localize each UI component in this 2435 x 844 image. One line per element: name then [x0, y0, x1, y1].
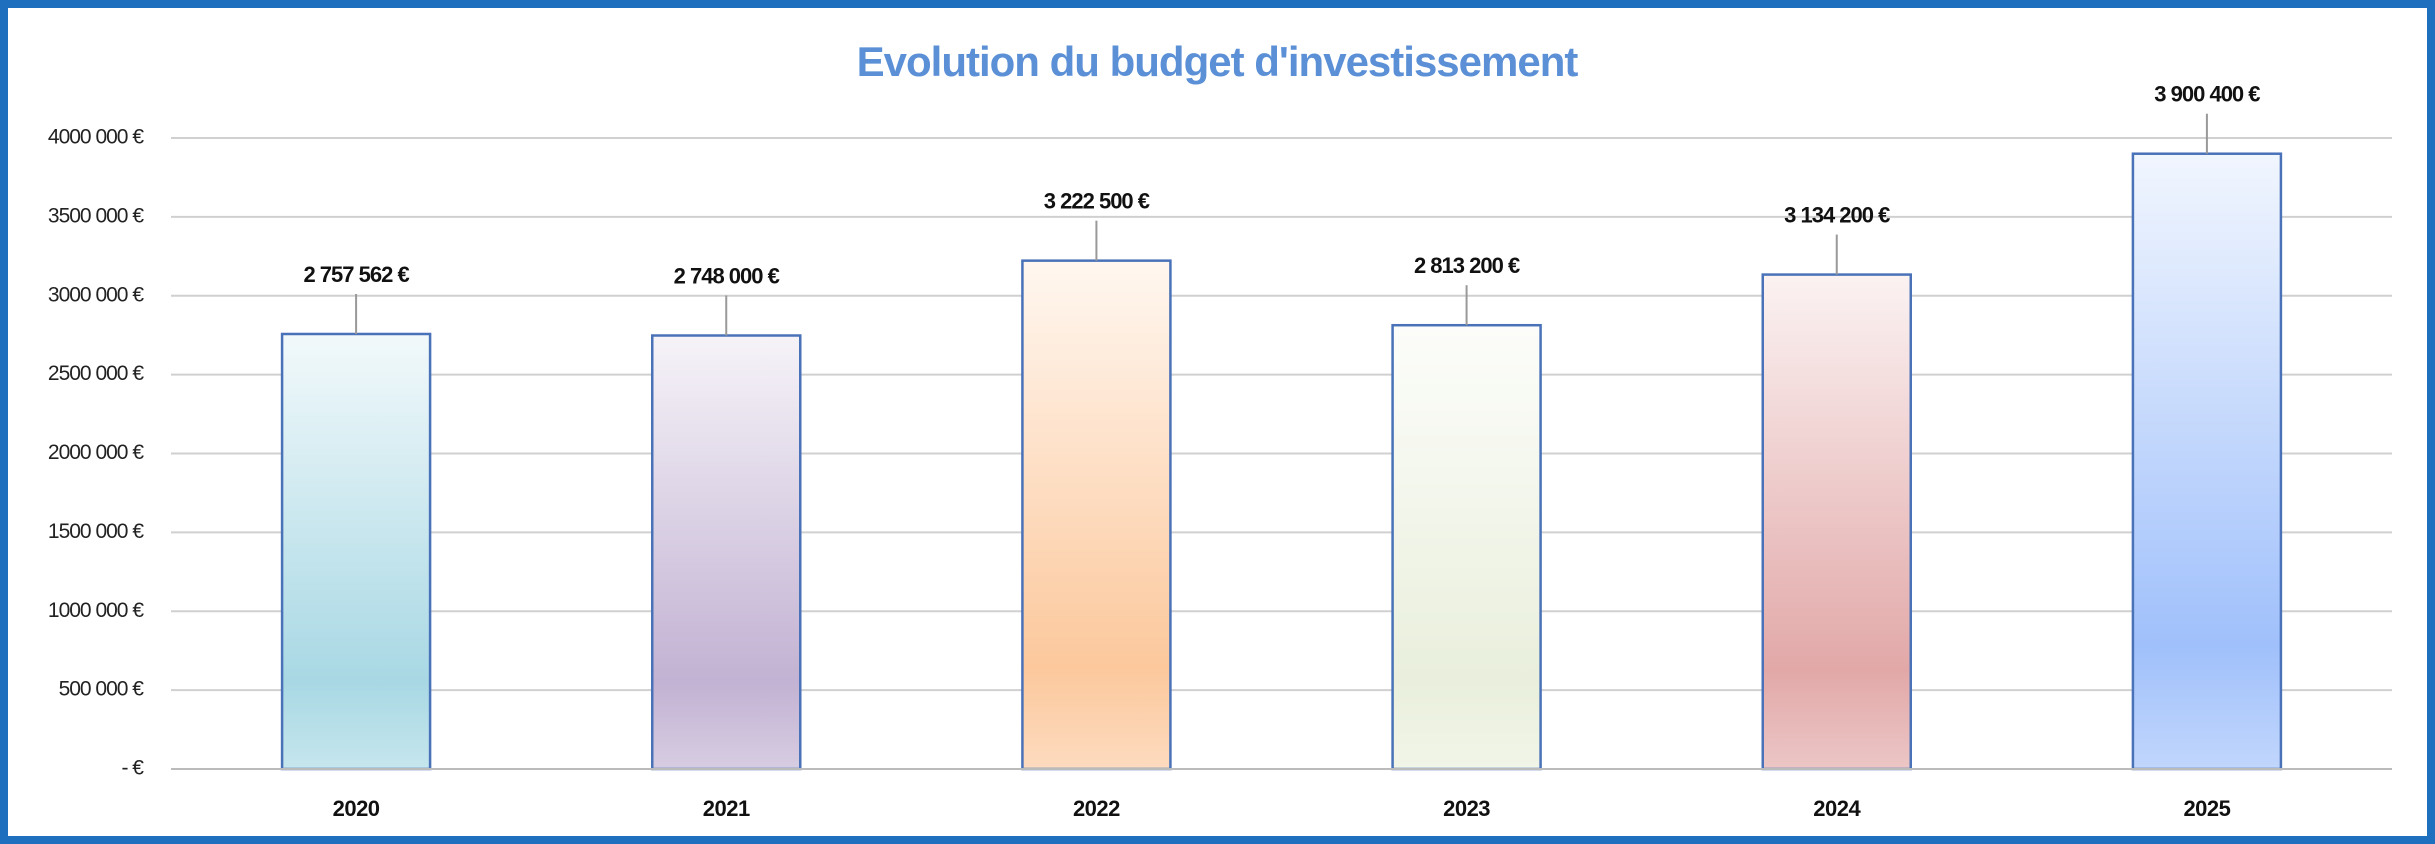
- y-tick-label: 4000 000 €: [48, 126, 144, 149]
- x-tick-label: 2020: [333, 796, 380, 821]
- x-tick-label: 2022: [1073, 796, 1120, 821]
- value-label: 3 222 500 €: [1044, 188, 1150, 213]
- y-tick-label: 3000 000 €: [48, 283, 144, 306]
- y-tick-label: 2000 000 €: [48, 441, 144, 464]
- y-tick-label: 500 000 €: [59, 678, 145, 701]
- bar: [1761, 273, 1912, 771]
- y-tick-label: 3500 000 €: [48, 204, 144, 227]
- y-tick-label: - €: [121, 757, 144, 780]
- bar: [280, 332, 432, 771]
- y-tick-label: 1000 000 €: [48, 599, 144, 622]
- bar: [651, 334, 802, 771]
- bar: [2131, 152, 2283, 771]
- bar: [1021, 259, 1172, 771]
- y-tick-label: 2500 000 €: [48, 362, 144, 385]
- value-label: 3 134 200 €: [1784, 202, 1890, 227]
- bar: [1391, 323, 1542, 771]
- chart-title: Evolution du budget d'investissement: [857, 38, 1579, 85]
- value-label: 2 757 562 €: [303, 262, 409, 287]
- x-tick-label: 2024: [1813, 796, 1861, 821]
- y-tick-label: 1500 000 €: [48, 520, 144, 543]
- x-tick-label: 2023: [1443, 796, 1490, 821]
- value-label: 2 748 000 €: [674, 263, 780, 288]
- x-tick-label: 2025: [2183, 796, 2230, 821]
- x-tick-label: 2021: [703, 796, 750, 821]
- value-label: 3 900 400 €: [2154, 82, 2260, 107]
- value-label: 2 813 200 €: [1414, 253, 1520, 278]
